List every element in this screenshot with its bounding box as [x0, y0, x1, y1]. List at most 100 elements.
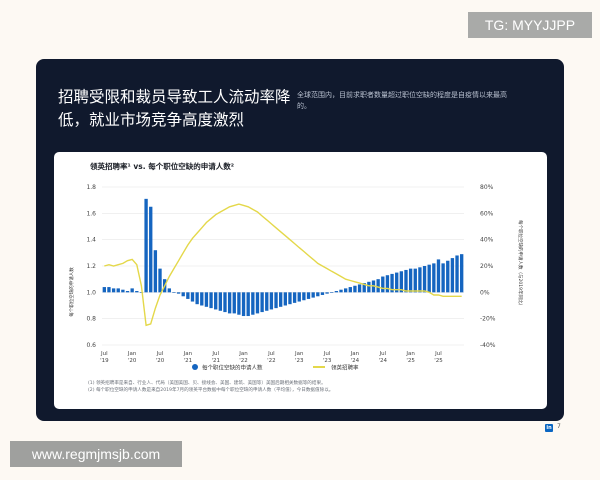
bar — [381, 276, 385, 293]
bar — [251, 292, 255, 315]
gridlines — [102, 186, 464, 346]
bar — [269, 292, 274, 310]
x-tick-month: Jan — [405, 351, 415, 357]
chart: 领英招聘率¹ vs. 每个职位空缺的申请人数² 0.6 0.8 1.0 1.2 1.4 1… — [68, 161, 524, 372]
left-axis-ticks: 0.6 0.8 1.0 1.2 1.4 1.6 1.8 — [86, 184, 96, 349]
bar — [288, 292, 292, 305]
bar — [241, 292, 246, 317]
bar — [343, 288, 348, 293]
y-tick-right: 60% — [480, 210, 494, 217]
bar — [320, 292, 325, 295]
bar — [130, 288, 134, 293]
bar — [460, 254, 464, 293]
bar — [427, 264, 431, 293]
x-tick-year: '25 — [434, 358, 443, 364]
bar — [297, 292, 301, 302]
bar — [195, 292, 199, 305]
bar — [227, 292, 232, 314]
bar — [204, 292, 209, 307]
x-tick-year: '23 — [295, 358, 304, 364]
bar — [190, 292, 195, 302]
bar — [339, 289, 343, 293]
x-tick-year: '23 — [323, 358, 332, 364]
bar — [144, 198, 148, 293]
x-tick-month: Jan — [183, 351, 193, 357]
bar — [246, 292, 250, 317]
chart-panel — [54, 152, 547, 409]
y-tick-left: 1.6 — [86, 210, 96, 217]
x-tick-year: '20 — [156, 358, 165, 364]
y-tick-left: 0.8 — [86, 316, 96, 323]
y-tick-right: 40% — [480, 237, 494, 244]
y-tick-left: 1.0 — [86, 289, 96, 296]
bar — [450, 258, 455, 293]
x-axis-ticks: Jul'19Jan'20Jul'20Jan'21Jul'21Jan'22Jul'… — [100, 351, 443, 364]
legend-line-label: 领英招聘率 — [331, 364, 359, 372]
right-axis-ticks: -40% -20% 0% 20% 40% 60% 80% — [480, 184, 496, 349]
bar — [432, 263, 436, 293]
x-tick-month: Jul — [156, 351, 164, 357]
bar — [399, 271, 404, 293]
x-tick-month: Jul — [211, 351, 219, 357]
y-tick-left: 0.6 — [86, 342, 96, 349]
y-tick-right: 0% — [480, 289, 490, 296]
bar — [255, 292, 260, 314]
x-tick-year: '22 — [239, 358, 248, 364]
bar — [153, 250, 158, 293]
bar — [334, 291, 339, 293]
y-tick-left: 1.2 — [86, 263, 96, 270]
bar — [404, 269, 408, 293]
legend: 每个职位空缺的申请人数 领英招聘率 — [192, 364, 359, 372]
bar — [116, 288, 120, 293]
x-tick-month: Jan — [350, 351, 360, 357]
y-tick-left: 1.4 — [86, 237, 96, 244]
bar — [306, 292, 311, 299]
x-tick-year: '22 — [267, 358, 276, 364]
x-tick-year: '24 — [379, 358, 388, 364]
bar — [385, 275, 390, 293]
footnote-1: (1) 领英招聘率是来自、行业人、代局（美国美国、贝、接线会、美国、建筑、美国等… — [88, 381, 326, 386]
bar — [172, 292, 176, 293]
watermark-url: www.regmjmsjb.com — [10, 441, 182, 467]
y-tick-right: 80% — [480, 184, 494, 191]
bar — [348, 287, 352, 293]
y-tick-left: 1.8 — [86, 184, 96, 191]
page-number: 7 — [557, 423, 561, 430]
bar — [107, 287, 111, 293]
x-tick-year: '20 — [128, 358, 137, 364]
bar — [218, 292, 223, 311]
x-tick-year: '21 — [184, 358, 193, 364]
bar — [125, 291, 130, 293]
bar — [200, 292, 204, 306]
bar — [265, 292, 269, 311]
x-tick-month: Jul — [434, 351, 442, 357]
x-tick-month: Jul — [323, 351, 331, 357]
bar — [186, 292, 190, 299]
bar — [353, 285, 357, 293]
bar — [436, 259, 441, 293]
bar — [446, 260, 450, 293]
linkedin-logo-icon: in — [545, 424, 553, 432]
bar — [367, 281, 371, 293]
legend-bar-swatch — [192, 364, 198, 370]
bar — [121, 289, 125, 293]
bar — [441, 263, 445, 293]
bar — [390, 273, 394, 293]
bar — [302, 292, 306, 301]
bar — [330, 292, 334, 293]
chart-title: 领英招聘率¹ vs. 每个职位空缺的申请人数² — [90, 161, 234, 171]
legend-line-swatch — [313, 366, 325, 368]
bar — [376, 279, 380, 293]
subheadline: 全球范围内，目前求职者数量超过职位空缺的程度是自疫情以来最高的。 — [297, 91, 507, 110]
bar — [260, 292, 264, 313]
x-tick-month: Jan — [127, 351, 137, 357]
x-tick-year: '25 — [406, 358, 415, 364]
x-tick-year: '24 — [351, 358, 360, 364]
y-tick-right: -40% — [480, 342, 496, 349]
bar — [422, 266, 427, 293]
y-axis-label-left: 每个职位空缺的申请人数 — [68, 267, 75, 317]
bar — [223, 292, 227, 313]
legend-bar-label: 每个职位空缺的申请人数 — [202, 364, 263, 372]
bar — [139, 292, 144, 293]
bar — [316, 292, 320, 297]
